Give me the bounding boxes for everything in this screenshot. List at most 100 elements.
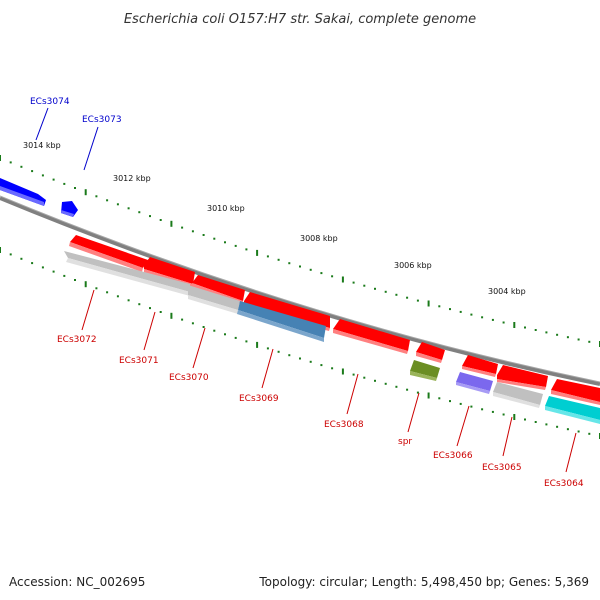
inner-ruler-minor-tick [41, 266, 44, 269]
outer-ruler-major-tick [170, 220, 173, 227]
feature-spr[interactable] [410, 360, 440, 378]
inner-ruler-minor-tick [116, 295, 119, 298]
outer-ruler-minor-tick [20, 165, 23, 168]
gene-ECs3068-shade [333, 329, 408, 354]
inner-ruler-minor-tick [149, 307, 151, 310]
outer-ruler-minor-tick [406, 296, 409, 299]
outer-ruler-minor-tick [459, 310, 462, 313]
label-ECs3068[interactable]: ECs3068 [324, 420, 364, 430]
gene-ECs3066-shade [462, 366, 496, 377]
inner-ruler-minor-tick [395, 385, 398, 388]
inner-ruler-minor-tick [181, 318, 184, 321]
inner-ruler-minor-tick [502, 413, 505, 416]
label-ECs3073[interactable]: ECs3073 [82, 115, 122, 125]
gene-ECs3072[interactable] [70, 235, 148, 268]
label-ECs3074[interactable]: ECs3074 [30, 97, 70, 107]
outer-ruler-minor-tick [288, 262, 291, 265]
feature-ECs3072[interactable] [64, 251, 190, 292]
label-ECs3072[interactable]: ECs3072 [57, 335, 97, 345]
inner-ruler-minor-tick [449, 400, 451, 403]
leader-ECs3066 [456, 405, 470, 447]
forward-genes [0, 178, 78, 217]
outer-ruler-minor-tick [116, 203, 119, 206]
genome-backbone-highlight [0, 195, 600, 383]
ruler-label-3014: 3014 kbp [23, 141, 61, 150]
outer-ruler-minor-tick [449, 308, 451, 311]
outer-ruler-minor-tick [277, 258, 280, 261]
outer-ruler-minor-tick [9, 161, 12, 164]
inner-ruler-minor-tick [224, 333, 226, 336]
outer-ruler-major-tick [341, 276, 344, 283]
inner-ruler-minor-tick [299, 357, 301, 360]
outer-ruler-minor-tick [224, 241, 226, 244]
outer-ruler-major-tick [427, 300, 430, 307]
outer-ruler-minor-tick [534, 329, 537, 331]
inner-ruler-major-tick [427, 392, 430, 399]
outer-ruler-minor-tick [374, 287, 376, 290]
gene-ECs3069[interactable] [244, 292, 330, 328]
inner-ruler-minor-tick [363, 376, 366, 379]
feature-ECs3066[interactable] [456, 372, 493, 391]
leader-ECs3070 [192, 327, 206, 369]
label-spr[interactable]: spr [398, 437, 412, 447]
gene-ECs3064[interactable] [551, 379, 600, 402]
inner-ruler-minor-tick [63, 274, 66, 277]
inner-ruler-minor-tick [266, 347, 269, 350]
feature-ECs3069[interactable] [238, 301, 326, 338]
label-ECs3066[interactable]: ECs3066 [433, 451, 473, 461]
outer-ruler-minor-tick [106, 199, 109, 202]
outer-ruler-minor-tick [566, 336, 569, 339]
feature-ECs3065[interactable] [493, 382, 543, 405]
outer-ruler-minor-tick [31, 170, 34, 173]
leader-ECs3065 [502, 416, 513, 457]
leader-ECs3072 [81, 289, 95, 331]
inner-ruler-minor-tick [159, 311, 162, 313]
leader-ECs3073 [83, 126, 99, 171]
inner-ruler-minor-tick [213, 329, 216, 332]
gene-spr[interactable] [416, 342, 445, 360]
feature-ECs3064-shade [545, 406, 600, 424]
inner-ruler-minor-tick [491, 410, 494, 413]
gene-ECs3066[interactable] [462, 355, 498, 374]
outer-ruler-minor-tick [481, 316, 484, 319]
inner-ruler-major-tick [170, 312, 173, 319]
outer-ruler-minor-tick [524, 326, 526, 329]
ruler-label-3008: 3008 kbp [300, 234, 338, 243]
gene-ECs3065[interactable] [497, 365, 548, 387]
inner-ruler-minor-tick [277, 350, 280, 353]
label-ECs3065[interactable]: ECs3065 [482, 463, 522, 473]
outer-ruler-minor-tick [191, 230, 194, 233]
gene-ECs3070[interactable] [192, 275, 245, 301]
leader-ECs3064 [565, 432, 577, 473]
inner-ruler-minor-tick [416, 391, 419, 394]
outer-ruler-minor-tick [149, 215, 151, 218]
outer-ruler-minor-tick [416, 299, 419, 302]
inner-ruler-major-tick [513, 414, 516, 420]
inner-ruler-minor-tick [127, 299, 130, 302]
gene-ECs3065-shade [497, 379, 546, 390]
genome-summary-text: Topology: circular; Length: 5,498,450 bp… [258, 575, 589, 589]
label-ECs3070[interactable]: ECs3070 [169, 373, 209, 383]
label-ECs3071[interactable]: ECs3071 [119, 356, 159, 366]
feature-ECs3064[interactable] [545, 396, 600, 420]
ruler-label-3010: 3010 kbp [207, 204, 245, 213]
accession-text: Accession: NC_002695 [9, 575, 145, 589]
gene-ECs3071[interactable] [144, 257, 195, 284]
outer-ruler-minor-tick [202, 234, 205, 236]
outer-ruler-major-tick [0, 155, 1, 161]
inner-ruler-minor-tick [524, 418, 526, 421]
feature-ECs3070-shade [188, 295, 238, 314]
inner-ruler-minor-tick [95, 287, 98, 290]
label-ECs3064[interactable]: ECs3064 [544, 479, 584, 489]
label-ECs3069[interactable]: ECs3069 [239, 394, 279, 404]
inner-ruler-minor-tick [138, 303, 141, 306]
inner-ruler-major-tick [341, 368, 344, 375]
reverse-genes [69, 235, 600, 405]
inner-ruler-minor-tick [577, 430, 580, 433]
outer-ruler-minor-tick [502, 321, 505, 324]
map-title: Escherichia coli O157:H7 str. Sakai, com… [124, 12, 476, 27]
feature-ECs3070[interactable] [188, 285, 240, 310]
gene-ECs3068[interactable] [333, 319, 410, 351]
leader-spr [407, 392, 420, 433]
